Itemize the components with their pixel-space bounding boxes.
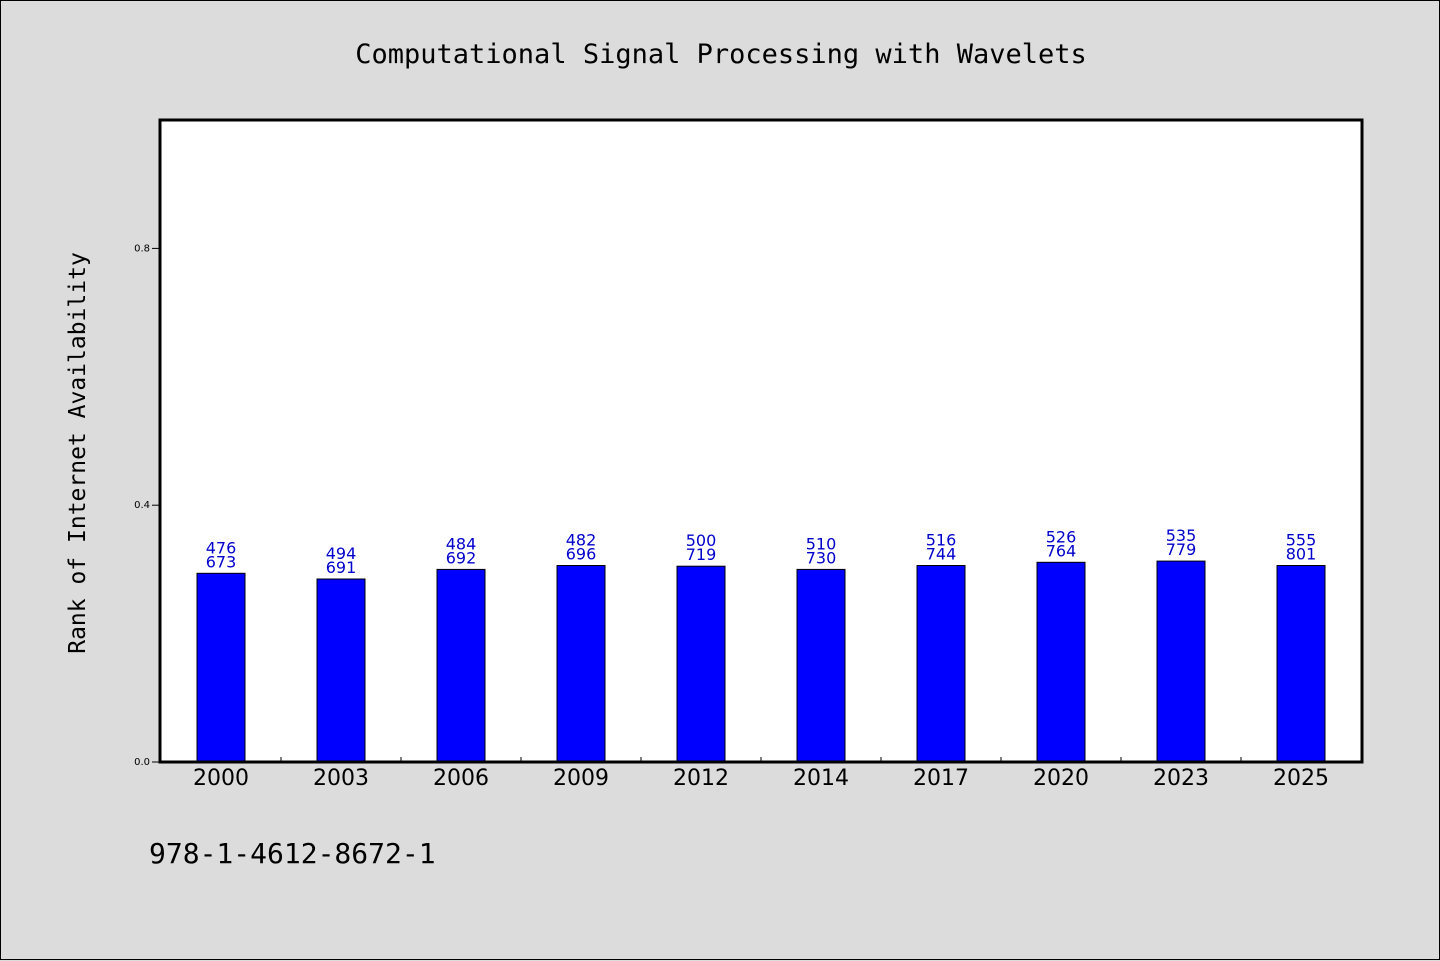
data-label-bottom-2025: 801 [1286, 545, 1317, 564]
y-tick-label-0.0: 0.0 [134, 757, 150, 768]
data-label-bottom-2006: 692 [446, 548, 477, 567]
data-label-bottom-2000: 673 [206, 552, 237, 571]
bar-2025 [1276, 565, 1326, 763]
ticks-layer: 2000 2003 2006 2009 2012 2014 2017 2020 2023 2025… [134, 243, 1329, 791]
bar-2023 [1156, 560, 1206, 763]
x-tick-label-2012: 2012 [673, 766, 729, 791]
bar-2017 [916, 565, 966, 763]
x-tick-label-2017: 2017 [913, 766, 969, 791]
data-label-top-2020: 526 [1046, 527, 1077, 546]
x-tick-label-2023: 2023 [1153, 766, 1209, 791]
data-label-bottom-2009: 696 [566, 545, 597, 564]
data-label-top-2003: 494 [326, 544, 357, 563]
data-label-bottom-2017: 744 [926, 545, 957, 564]
y-tick-label-0.8: 0.8 [134, 243, 150, 254]
x-tick-label-2003: 2003 [313, 766, 369, 791]
x-tick-label-2014: 2014 [793, 766, 849, 791]
data-label-bottom-2020: 764 [1046, 541, 1077, 560]
data-label-top-2025: 555 [1286, 531, 1317, 550]
data-label-bottom-2023: 779 [1166, 540, 1197, 559]
bar-2006 [436, 568, 486, 763]
y-tick-label-0.4: 0.4 [134, 500, 150, 511]
data-label-top-2014: 510 [806, 534, 837, 553]
plot-border [158, 118, 1364, 764]
bar-2009 [556, 565, 606, 763]
bar-2014 [796, 568, 846, 763]
data-label-top-2023: 535 [1166, 526, 1197, 545]
data-label-top-2000: 476 [206, 538, 237, 557]
data-label-top-2006: 484 [446, 534, 477, 553]
x-tick-label-2025: 2025 [1273, 766, 1329, 791]
x-tick-label-2006: 2006 [433, 766, 489, 791]
data-label-top-2009: 482 [566, 531, 597, 550]
chart-title: Computational Signal Processing with Wav… [355, 39, 1087, 70]
bar-2020 [1036, 561, 1086, 763]
bar-2012 [676, 565, 726, 763]
y-axis-label: Rank of Internet Availability [65, 252, 91, 654]
data-label-top-2012: 500 [686, 531, 717, 550]
data-label-bottom-2012: 719 [686, 545, 717, 564]
bar-2000 [196, 572, 246, 763]
x-tick-label-2009: 2009 [553, 766, 609, 791]
data-label-bottom-2014: 730 [806, 548, 837, 567]
data-label-top-2017: 516 [926, 531, 957, 550]
bar-2003 [316, 578, 366, 763]
isbn-footer: 978-1-4612-8672-1 [149, 837, 436, 870]
data-label-bottom-2003: 691 [326, 558, 357, 577]
x-tick-label-2020: 2020 [1033, 766, 1089, 791]
x-tick-label-2000: 2000 [193, 766, 249, 791]
